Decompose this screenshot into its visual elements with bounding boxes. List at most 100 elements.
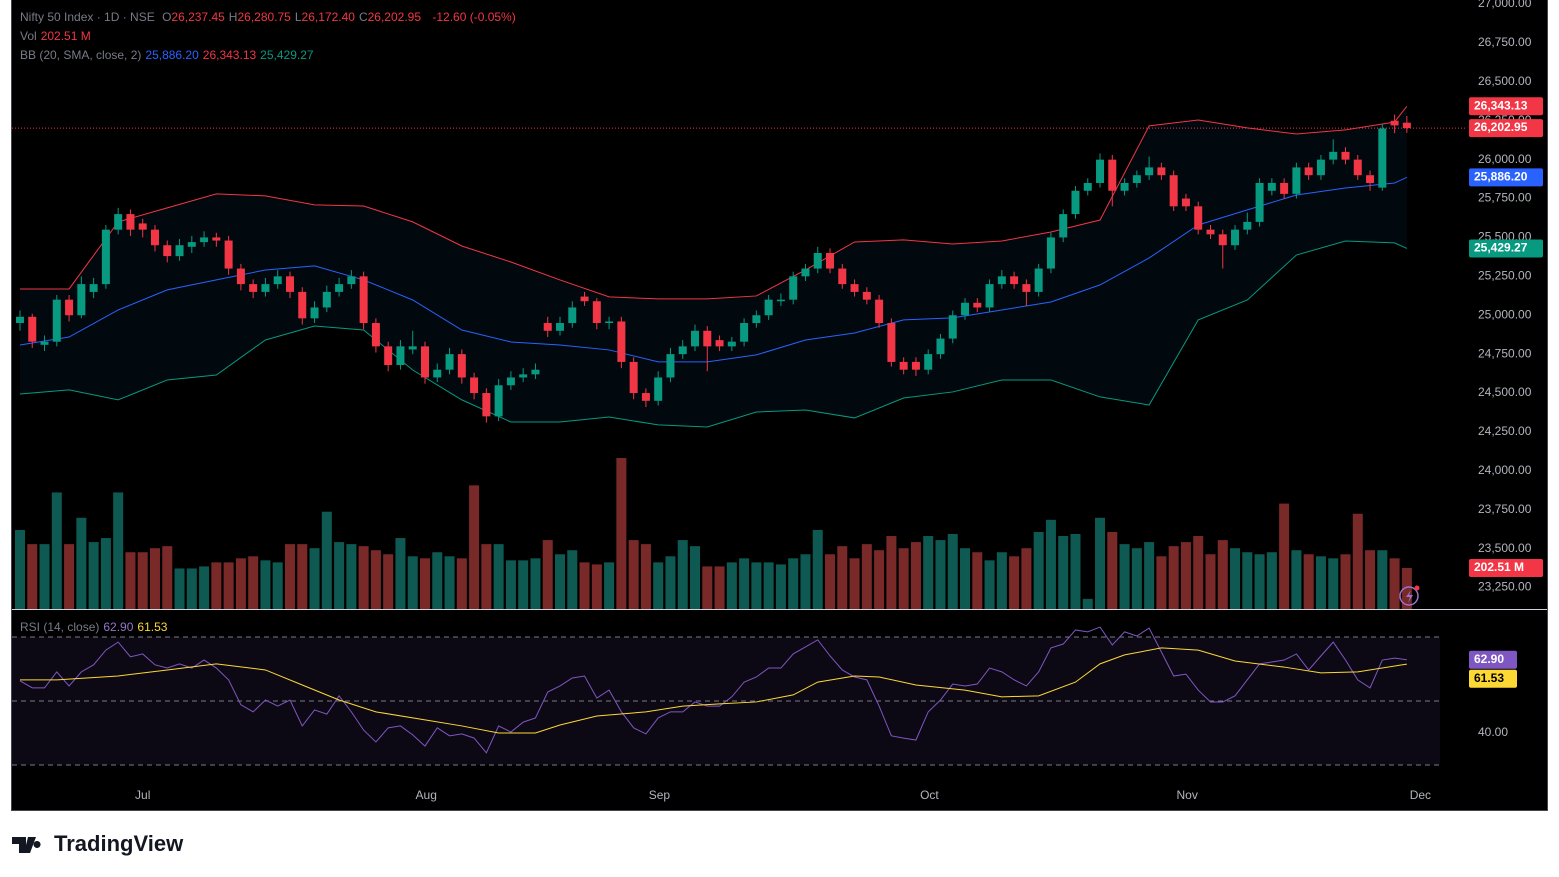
volume-bar bbox=[1205, 554, 1216, 609]
legend-ohlc: Nifty 50 Index · 1D · NSE O26,237.45 H26,… bbox=[20, 10, 520, 24]
x-tick-label: Sep bbox=[649, 788, 671, 802]
volume-bar bbox=[923, 536, 934, 609]
candle-body bbox=[1390, 120, 1399, 126]
volume-bar bbox=[812, 529, 823, 609]
candle-body bbox=[506, 377, 515, 386]
tag-rsi: 62.90 bbox=[1474, 652, 1504, 666]
volume-bar bbox=[653, 562, 664, 609]
volume-bar bbox=[1230, 548, 1241, 609]
y-tick-label: 24,500.00 bbox=[1478, 385, 1532, 399]
candle-body bbox=[592, 301, 601, 324]
y-tick-label: 25,250.00 bbox=[1478, 269, 1532, 283]
volume-bar bbox=[1082, 598, 1093, 609]
volume-bar bbox=[334, 542, 345, 609]
candle-body bbox=[138, 223, 147, 230]
volume-bar bbox=[260, 560, 271, 609]
volume-bar bbox=[27, 544, 38, 609]
volume-bar bbox=[775, 564, 786, 609]
candle-body bbox=[322, 291, 331, 308]
volume-bar bbox=[628, 540, 639, 609]
volume-bar bbox=[714, 566, 725, 609]
candle-body bbox=[605, 321, 614, 324]
candle-body bbox=[420, 346, 429, 378]
ohlc-key: L bbox=[294, 10, 302, 24]
bb-upper: 26,343.13 bbox=[202, 48, 257, 62]
candle-body bbox=[200, 237, 209, 243]
volume-bar bbox=[456, 558, 467, 609]
candle-body bbox=[703, 330, 712, 347]
x-tick-label: Oct bbox=[920, 788, 939, 802]
tag-rsi-ma: 61.53 bbox=[1474, 671, 1504, 685]
candle-body bbox=[114, 214, 123, 230]
candle-body bbox=[482, 393, 491, 417]
legend-vol: Vol 202.51 M bbox=[20, 29, 95, 43]
candle-body bbox=[580, 296, 589, 302]
y-tick-label: 27,000.00 bbox=[1478, 0, 1532, 10]
volume-bar bbox=[14, 529, 25, 609]
bb-fill bbox=[19, 106, 1407, 427]
rsi-value: 62.90 bbox=[103, 620, 134, 634]
candle-body bbox=[15, 316, 24, 324]
candle-body bbox=[433, 369, 442, 378]
volume-bar bbox=[1070, 534, 1081, 609]
candle-body bbox=[347, 276, 356, 285]
volume-bar bbox=[567, 550, 578, 609]
volume-bar bbox=[419, 558, 430, 609]
volume-bar bbox=[739, 558, 750, 609]
candle-body bbox=[285, 276, 294, 292]
vol-name: Vol bbox=[20, 29, 37, 43]
volume-bar bbox=[395, 538, 406, 609]
volume-bar bbox=[432, 552, 443, 609]
volume-bar bbox=[788, 558, 799, 609]
candle-body bbox=[985, 284, 994, 308]
candle-body bbox=[752, 315, 761, 324]
tag-rsi-bg bbox=[1469, 650, 1517, 669]
y-tick-label: 24,250.00 bbox=[1478, 424, 1532, 438]
candle-body bbox=[936, 338, 945, 355]
volume-bar bbox=[309, 548, 320, 609]
candle-body bbox=[1206, 229, 1215, 235]
frame bbox=[11, 0, 1548, 811]
candle-body bbox=[261, 284, 270, 292]
volume-bar bbox=[542, 540, 553, 609]
y-tick-label: 26,000.00 bbox=[1478, 152, 1532, 166]
volume-bar bbox=[751, 562, 762, 609]
candle-body bbox=[789, 276, 798, 300]
candle-body bbox=[28, 316, 37, 342]
bb-lower: 25,429.27 bbox=[260, 48, 314, 62]
candle-body bbox=[1341, 151, 1350, 160]
tag-volume-bg bbox=[1469, 558, 1543, 577]
candle-body bbox=[1304, 167, 1313, 176]
x-tick-label: Nov bbox=[1176, 788, 1197, 802]
candle-body bbox=[813, 252, 822, 269]
tag-bb-lower: 25,429.27 bbox=[1474, 241, 1528, 255]
candle-body bbox=[1366, 175, 1375, 183]
volume-bar bbox=[211, 562, 222, 609]
tag-close-bg bbox=[1469, 119, 1543, 138]
candle-body bbox=[150, 229, 159, 246]
volume-bar bbox=[272, 562, 283, 609]
bb-mid: 25,886.20 bbox=[145, 48, 199, 62]
tag-rsi-ma-bg bbox=[1469, 669, 1517, 688]
volume-bar bbox=[1340, 554, 1351, 609]
volume-bar bbox=[1389, 558, 1400, 609]
volume-bar bbox=[1119, 544, 1130, 609]
candle-body bbox=[1169, 175, 1178, 207]
volume-bar bbox=[1168, 546, 1179, 609]
candle-body bbox=[77, 284, 86, 316]
candle-body bbox=[1231, 229, 1240, 246]
volume-bar bbox=[579, 562, 590, 609]
candle-body bbox=[519, 374, 528, 378]
volume-bar bbox=[1242, 552, 1253, 609]
candle-body bbox=[1083, 182, 1092, 191]
volume-bar bbox=[51, 492, 62, 609]
candle-body bbox=[65, 299, 74, 316]
tag-bb-upper: 26,343.13 bbox=[1474, 98, 1528, 112]
candle-body bbox=[924, 354, 933, 370]
candle-body bbox=[691, 330, 700, 347]
candle-body bbox=[445, 354, 454, 370]
volume-bar bbox=[640, 544, 651, 609]
volume-bar bbox=[1279, 503, 1290, 609]
volume-bar bbox=[186, 568, 197, 609]
